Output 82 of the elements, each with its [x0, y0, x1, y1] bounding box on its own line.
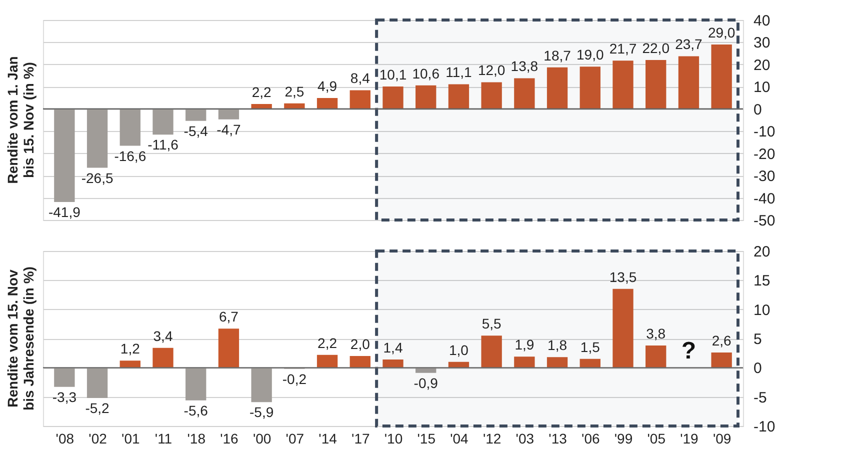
data-label: -11,6 — [148, 136, 179, 153]
x-tick-label: '16 — [220, 430, 239, 446]
data-label: 29,0 — [708, 24, 736, 40]
y-tick-label: 0 — [754, 101, 762, 118]
x-tick-label: '19 — [680, 430, 699, 446]
data-label: 2,6 — [712, 332, 732, 348]
data-label: 18,7 — [544, 47, 572, 64]
x-tick-label: '10 — [384, 430, 403, 446]
data-label: -0,2 — [282, 370, 307, 387]
data-label: 1,4 — [383, 340, 403, 356]
x-tick-label: '02 — [88, 430, 108, 446]
data-label: 2,2 — [252, 84, 272, 100]
y-tick-label: -20 — [754, 146, 776, 163]
y-tick-label: 30 — [754, 34, 770, 52]
y-tick-label: -50 — [754, 212, 776, 230]
y-axis-title: Rendite vom 1. Jan bis 15. Nov (in %) — [4, 56, 36, 184]
data-label: -5,2 — [85, 400, 110, 416]
y-tick-label: 20 — [754, 56, 770, 74]
data-label: 1,9 — [514, 336, 534, 353]
x-tick-label: '14 — [318, 430, 338, 446]
y-tick-label: 10 — [754, 302, 770, 319]
x-tick-label: '07 — [286, 430, 304, 446]
data-label: -4,7 — [216, 121, 241, 138]
data-label: 6,7 — [218, 308, 239, 325]
data-label: -41,9 — [48, 204, 81, 220]
y-tick-label: 15 — [754, 272, 770, 290]
data-label: -16,6 — [114, 148, 146, 164]
data-label: 19,0 — [576, 46, 604, 63]
y-tick-label: -10 — [754, 124, 776, 141]
y-axis-title: Rendite vom 15. Nov bis Jahresende (in %) — [4, 266, 36, 410]
x-tick-label: '11 — [154, 430, 172, 446]
data-label: 23,7 — [675, 36, 703, 52]
data-label: -5,6 — [184, 402, 208, 418]
data-label: -5,4 — [184, 122, 208, 139]
data-label: 10,1 — [379, 66, 407, 82]
y-tick-label: -30 — [754, 168, 776, 186]
data-label: -3,3 — [52, 388, 77, 405]
x-tick-label: '03 — [516, 430, 534, 446]
data-label: 2,0 — [350, 336, 370, 352]
x-tick-label: '08 — [56, 430, 74, 446]
y-tick-label: 20 — [754, 244, 770, 260]
y-tick-label: 40 — [754, 12, 770, 30]
y-tick-label: 5 — [754, 331, 762, 348]
x-tick-label: '00 — [252, 430, 272, 446]
data-label: 22,0 — [642, 40, 670, 56]
y-tick-label: 0 — [754, 360, 762, 378]
data-label: 2,2 — [318, 334, 338, 351]
data-label: -26,5 — [81, 170, 114, 186]
annotation: ? — [681, 338, 696, 365]
x-tick-label: '18 — [187, 430, 206, 446]
data-label: -0,9 — [414, 374, 438, 391]
data-label: 5,5 — [482, 316, 502, 332]
data-label: 3,4 — [153, 328, 173, 344]
data-label: 12,0 — [478, 62, 506, 78]
x-tick-label: '12 — [482, 430, 502, 446]
x-tick-label: '04 — [450, 430, 469, 446]
data-label: 3,8 — [646, 326, 666, 342]
y-tick-label: -40 — [754, 190, 776, 208]
y-tick-label: -10 — [754, 418, 776, 436]
data-label: 1,5 — [580, 338, 600, 355]
data-label: 1,8 — [548, 337, 568, 354]
x-tick-label: '13 — [548, 430, 568, 446]
data-label: 8,4 — [350, 70, 370, 86]
y-tick-label: 10 — [754, 79, 770, 96]
x-tick-label: '99 — [614, 430, 633, 446]
data-label: 4,9 — [318, 78, 338, 94]
data-label: 21,7 — [609, 40, 637, 57]
x-tick-label: '05 — [647, 430, 666, 446]
x-tick-label: '09 — [712, 430, 732, 446]
x-tick-label: '17 — [352, 430, 370, 446]
data-label: 13,8 — [510, 58, 538, 74]
x-tick-label: '06 — [582, 430, 600, 446]
data-label: 11,1 — [446, 64, 472, 80]
data-label: 1,2 — [120, 340, 140, 357]
data-label: 1,0 — [448, 342, 469, 358]
x-tick-label: '15 — [417, 430, 436, 446]
data-label: -5,9 — [250, 404, 274, 420]
data-label: 10,6 — [412, 65, 440, 82]
data-label: 2,5 — [284, 83, 304, 100]
y-tick-label: -5 — [754, 389, 767, 406]
x-tick-label: '01 — [122, 430, 140, 446]
data-label: 13,5 — [609, 268, 637, 285]
